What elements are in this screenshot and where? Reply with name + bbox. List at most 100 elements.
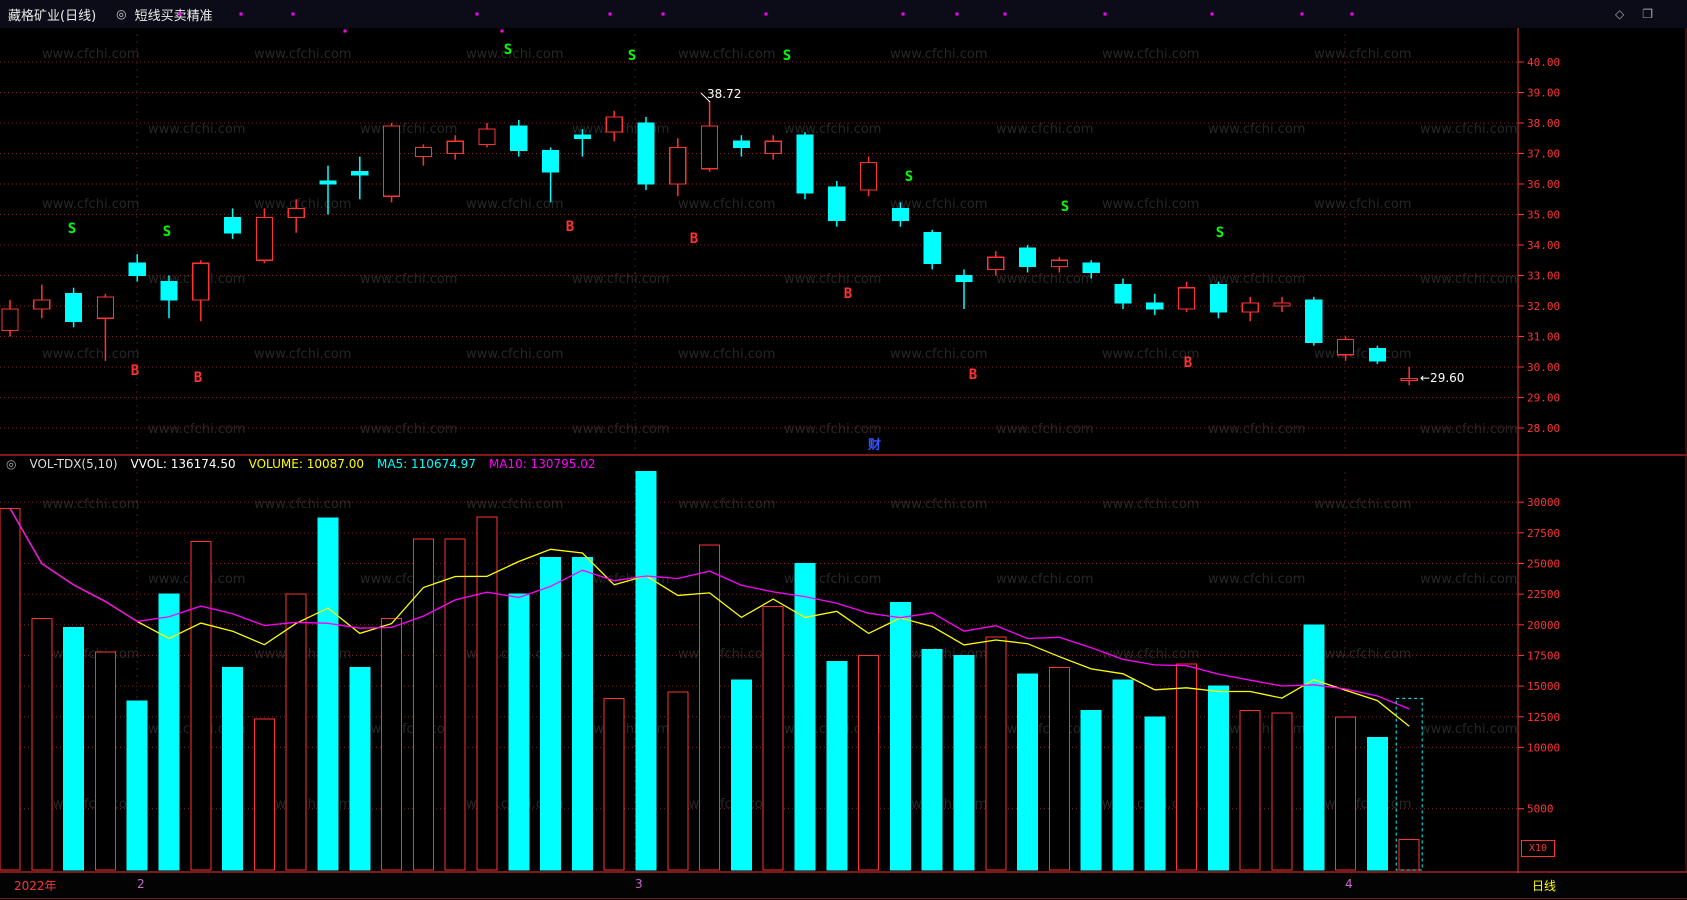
- volume-indicator-header: ◎ VOL-TDX(5,10) VVOL: 136174.50 VOLUME: …: [6, 457, 596, 471]
- svg-text:www.cfchi.com: www.cfchi.com: [1420, 122, 1517, 137]
- indicator-name[interactable]: 短线买卖精准: [134, 8, 213, 24]
- svg-text:www.cfchi.com: www.cfchi.com: [1314, 47, 1411, 62]
- svg-text:www.cfchi.com: www.cfchi.com: [1314, 347, 1411, 362]
- svg-text:www.cfchi.com: www.cfchi.com: [890, 47, 987, 62]
- svg-text:www.cfchi.com: www.cfchi.com: [466, 347, 563, 362]
- svg-text:S: S: [783, 48, 791, 64]
- svg-text:www.cfchi.com: www.cfchi.com: [890, 347, 987, 362]
- svg-text:27500: 27500: [1527, 527, 1560, 540]
- svg-text:www.cfchi.com: www.cfchi.com: [1314, 647, 1411, 662]
- candle-down: [796, 134, 814, 194]
- volume-bar: [921, 648, 943, 871]
- volume-indicator-title[interactable]: VOL-TDX(5,10): [29, 457, 118, 471]
- svg-text:www.cfchi.com: www.cfchi.com: [360, 122, 457, 137]
- volume-bar: [31, 618, 53, 871]
- candle-up: [414, 146, 432, 158]
- window-icon[interactable]: ❐: [1642, 7, 1653, 21]
- svg-text:www.cfchi.com: www.cfchi.com: [1420, 422, 1517, 437]
- diamond-icon[interactable]: ◇: [1615, 7, 1625, 21]
- svg-text:www.cfchi.com: www.cfchi.com: [42, 197, 139, 212]
- svg-text:29.00: 29.00: [1527, 392, 1560, 405]
- ma5-value: MA5: 110674.97: [376, 457, 476, 471]
- volume-bar: [635, 471, 657, 871]
- period-label[interactable]: 日线: [1532, 879, 1557, 893]
- candle-up: [1241, 302, 1259, 313]
- svg-text:S: S: [628, 48, 636, 64]
- svg-text:www.cfchi.com: www.cfchi.com: [1314, 797, 1411, 812]
- svg-text:www.cfchi.com: www.cfchi.com: [890, 497, 987, 512]
- svg-text:www.cfchi.com: www.cfchi.com: [572, 422, 669, 437]
- svg-text:财: 财: [868, 437, 881, 453]
- candle-up: [33, 299, 51, 310]
- candle-down: [891, 207, 910, 222]
- candle-down: [510, 125, 528, 152]
- svg-text:39.00: 39.00: [1527, 87, 1560, 100]
- svg-text:S: S: [1061, 199, 1069, 215]
- svg-text:36.00: 36.00: [1527, 178, 1560, 191]
- volume-bar: [858, 654, 880, 871]
- svg-text:www.cfchi.com: www.cfchi.com: [1314, 197, 1411, 212]
- svg-text:www.cfchi.com: www.cfchi.com: [254, 197, 351, 212]
- titlebar-icons: ◇ ❐: [1615, 0, 1653, 28]
- ma5-line: [9, 507, 1410, 727]
- volume-bar: [1303, 624, 1325, 871]
- collapse-icon[interactable]: ◎: [6, 457, 17, 471]
- cursor-box: [1395, 697, 1423, 871]
- month-label-3: 3: [635, 877, 643, 891]
- svg-text:S: S: [504, 42, 512, 58]
- svg-text:www.cfchi.com: www.cfchi.com: [42, 497, 139, 512]
- candle-down: [1209, 284, 1228, 313]
- svg-text:12500: 12500: [1527, 711, 1560, 724]
- svg-text:B: B: [131, 363, 139, 379]
- volume-bar: [985, 636, 1007, 871]
- candle-down: [1305, 299, 1323, 344]
- candle-up: [478, 128, 496, 145]
- volume-scale-badge: X10: [1521, 840, 1555, 857]
- svg-text:www.cfchi.com: www.cfchi.com: [678, 197, 775, 212]
- volume-bar: [1366, 737, 1388, 871]
- svg-text:B: B: [566, 219, 574, 235]
- volume-bar: [317, 517, 339, 871]
- volume-bar: [794, 563, 816, 871]
- svg-text:17500: 17500: [1527, 649, 1560, 662]
- candle-down: [224, 216, 242, 234]
- volume-bar: [1080, 710, 1102, 871]
- svg-text:25000: 25000: [1527, 558, 1560, 571]
- candle-down: [1368, 348, 1387, 362]
- volume-bar: [889, 602, 911, 871]
- candle-up: [1336, 338, 1355, 356]
- svg-text:www.cfchi.com: www.cfchi.com: [996, 722, 1093, 737]
- svg-text:www.cfchi.com: www.cfchi.com: [1208, 572, 1305, 587]
- candle-up: [1177, 287, 1196, 310]
- svg-text:40.00: 40.00: [1527, 56, 1560, 69]
- candle-down: [64, 293, 83, 322]
- volume-bar: [1144, 716, 1166, 871]
- svg-text:www.cfchi.com: www.cfchi.com: [148, 122, 245, 137]
- volume-bar: [1398, 838, 1420, 871]
- signal-layer: S S S S S S S S B B B B B B B: [68, 42, 1224, 386]
- svg-text:www.cfchi.com: www.cfchi.com: [42, 647, 139, 662]
- svg-text:www.cfchi.com: www.cfchi.com: [360, 572, 457, 587]
- volume-bar: [1017, 673, 1039, 871]
- volume-bar: [571, 556, 593, 871]
- volume-bar: [1048, 667, 1070, 871]
- volume-bar: [540, 556, 562, 871]
- svg-text:www.cfchi.com: www.cfchi.com: [42, 47, 139, 62]
- volume-bar: [1335, 716, 1357, 871]
- svg-text:31.00: 31.00: [1527, 331, 1560, 344]
- svg-text:38.72: 38.72: [707, 87, 741, 101]
- svg-text:www.cfchi.com: www.cfchi.com: [996, 272, 1093, 287]
- candle-up: [1050, 259, 1069, 267]
- svg-text:www.cfchi.com: www.cfchi.com: [466, 47, 563, 62]
- vvol-value: VVOL: 136174.50: [130, 457, 236, 471]
- candle-up: [700, 125, 719, 170]
- candle-up: [287, 207, 305, 219]
- candle-up: [605, 116, 623, 133]
- svg-text:38.00: 38.00: [1527, 117, 1560, 130]
- svg-text:www.cfchi.com: www.cfchi.com: [42, 347, 139, 362]
- volume-bar: [190, 540, 212, 871]
- volume-bar: [285, 593, 307, 871]
- volume-bar: [381, 618, 403, 871]
- candle-down: [351, 171, 369, 176]
